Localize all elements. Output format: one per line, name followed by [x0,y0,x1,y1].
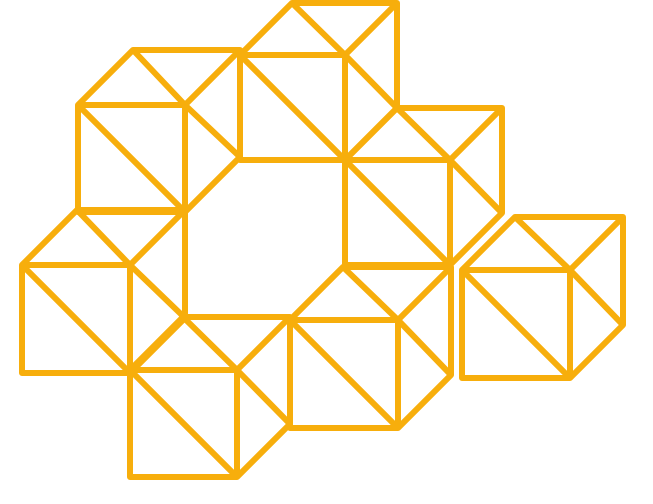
cube-outline [75,47,243,215]
cube-outline [342,105,505,268]
cube-outline [287,264,454,431]
cube-outline [459,214,626,381]
cube-outline [127,314,293,480]
cube-outline [237,0,400,163]
cube-outline [19,207,188,376]
